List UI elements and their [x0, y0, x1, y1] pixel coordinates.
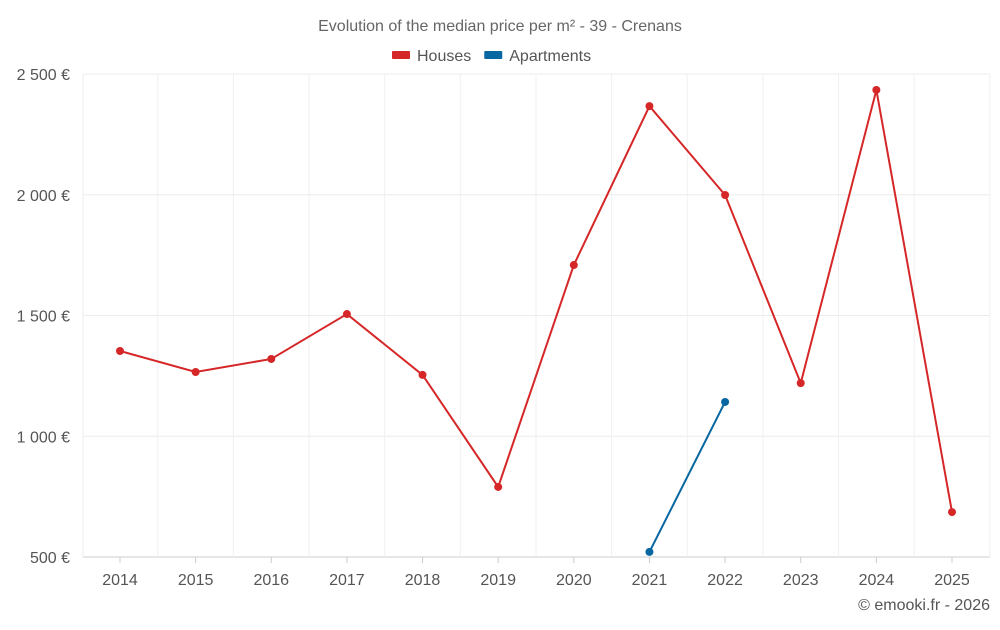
- series-apartments: [645, 397, 730, 556]
- y-tick-label: 2 000 €: [17, 188, 70, 205]
- x-tick-label: 2021: [632, 572, 668, 589]
- legend-item-houses: Houses: [392, 48, 471, 65]
- series-houses: [116, 85, 956, 517]
- grid: [82, 73, 991, 558]
- series-line: [119, 89, 953, 513]
- legend-swatch: [392, 51, 410, 59]
- data-point: [494, 482, 503, 491]
- series-line: [648, 401, 726, 553]
- data-point: [645, 102, 654, 111]
- legend: Houses Apartments: [392, 48, 591, 65]
- legend-label: Houses: [417, 48, 471, 65]
- y-axis: 500 € 1 000 € 1 500 € 2 000 € 2 500 €: [17, 67, 70, 567]
- legend-label: Apartments: [509, 48, 591, 65]
- y-tick-label: 2 500 €: [17, 67, 70, 84]
- data-point: [267, 354, 276, 363]
- x-tick-label: 2020: [556, 572, 592, 589]
- data-point: [796, 379, 805, 388]
- x-tick-label: 2023: [783, 572, 819, 589]
- x-tick-label: 2017: [329, 572, 365, 589]
- x-axis: 2014 2015 2016 2017 2018 2019 2020 2021 2022 2023…: [102, 557, 970, 589]
- y-tick-label: 500 €: [30, 550, 70, 567]
- data-point: [569, 261, 578, 270]
- data-point: [116, 347, 124, 356]
- data-point: [191, 368, 200, 377]
- x-tick-label: 2025: [934, 572, 970, 589]
- data-point: [872, 85, 881, 94]
- series-group: [116, 85, 956, 556]
- credit-text: © emooki.fr - 2026: [858, 597, 990, 614]
- y-tick-label: 1 000 €: [17, 429, 70, 446]
- x-tick-label: 2016: [253, 572, 289, 589]
- data-point: [418, 370, 427, 379]
- x-tick-label: 2024: [859, 572, 895, 589]
- y-tick-label: 1 500 €: [17, 309, 70, 326]
- x-tick-label: 2015: [178, 572, 214, 589]
- data-point: [721, 190, 730, 199]
- data-point: [948, 508, 956, 517]
- legend-item-apartments: Apartments: [484, 48, 591, 65]
- legend-swatch: [484, 51, 503, 59]
- chart-title: Evolution of the median price per m² - 3…: [318, 18, 682, 35]
- x-tick-label: 2019: [480, 572, 516, 589]
- x-tick-label: 2018: [405, 572, 441, 589]
- x-tick-label: 2014: [102, 572, 138, 589]
- data-point: [721, 397, 730, 406]
- x-tick-label: 2022: [707, 572, 743, 589]
- data-point: [645, 547, 654, 556]
- data-point: [342, 310, 351, 319]
